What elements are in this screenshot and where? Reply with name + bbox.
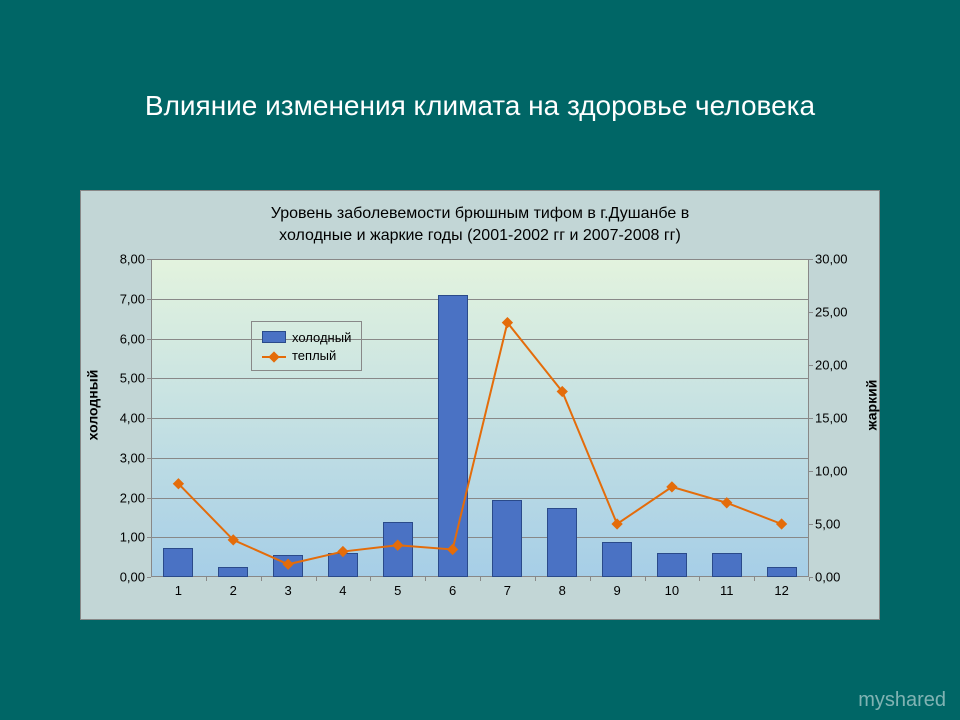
y2-tick-label: 0,00 xyxy=(809,570,840,585)
legend-item: холодный xyxy=(262,328,351,346)
watermark: myshared xyxy=(858,689,946,712)
line-marker xyxy=(776,518,787,529)
x-tick-label: 8 xyxy=(559,577,566,598)
line-marker xyxy=(282,559,293,570)
line-marker xyxy=(721,497,732,508)
x-tick-label: 1 xyxy=(175,577,182,598)
y2-tick-label: 25,00 xyxy=(809,305,848,320)
legend-label: теплый xyxy=(292,348,336,363)
y1-tick-label: 4,00 xyxy=(120,411,151,426)
y1-tick-label: 5,00 xyxy=(120,371,151,386)
legend-swatch-bar-icon xyxy=(262,331,286,343)
y2-tick-label: 30,00 xyxy=(809,252,848,267)
y1-tick-label: 2,00 xyxy=(120,490,151,505)
x-tick-label: 3 xyxy=(284,577,291,598)
x-tick-label: 10 xyxy=(665,577,679,598)
line-marker xyxy=(611,518,622,529)
y2-tick-label: 10,00 xyxy=(809,464,848,479)
y1-axis-label: холодный xyxy=(84,370,100,441)
legend-label: холодный xyxy=(292,330,351,345)
line-marker xyxy=(666,481,677,492)
chart-container: Уровень заболевемости брюшным тифом в г.… xyxy=(80,190,880,620)
x-tick-label: 6 xyxy=(449,577,456,598)
y2-tick-label: 5,00 xyxy=(809,517,840,532)
x-tick-label: 12 xyxy=(774,577,788,598)
line-marker xyxy=(392,540,403,551)
y1-tick-label: 3,00 xyxy=(120,450,151,465)
x-tick-label: 5 xyxy=(394,577,401,598)
legend: холодный теплый xyxy=(251,321,362,371)
y2-tick-label: 15,00 xyxy=(809,411,848,426)
x-tick-label: 2 xyxy=(230,577,237,598)
legend-swatch-line-icon xyxy=(262,350,286,360)
x-tick-label: 4 xyxy=(339,577,346,598)
y1-tick-label: 8,00 xyxy=(120,252,151,267)
x-tick-label: 11 xyxy=(720,577,734,598)
y2-axis-label: жаркий xyxy=(864,380,880,431)
chart-title: Уровень заболевемости брюшным тифом в г.… xyxy=(81,203,879,248)
plot-area: 0,001,002,003,004,005,006,007,008,000,00… xyxy=(151,259,809,577)
line-marker xyxy=(337,546,348,557)
y1-tick-label: 1,00 xyxy=(120,530,151,545)
line-series xyxy=(151,259,809,577)
slide-title: Влияние изменения климата на здоровье че… xyxy=(0,90,960,122)
legend-item: теплый xyxy=(262,346,351,364)
y2-tick-label: 20,00 xyxy=(809,358,848,373)
y1-tick-label: 0,00 xyxy=(120,570,151,585)
slide: Влияние изменения климата на здоровье че… xyxy=(0,0,960,720)
y1-tick-label: 7,00 xyxy=(120,291,151,306)
y1-tick-label: 6,00 xyxy=(120,331,151,346)
x-tick-label: 9 xyxy=(613,577,620,598)
x-tick-label: 7 xyxy=(504,577,511,598)
line-marker xyxy=(447,544,458,555)
